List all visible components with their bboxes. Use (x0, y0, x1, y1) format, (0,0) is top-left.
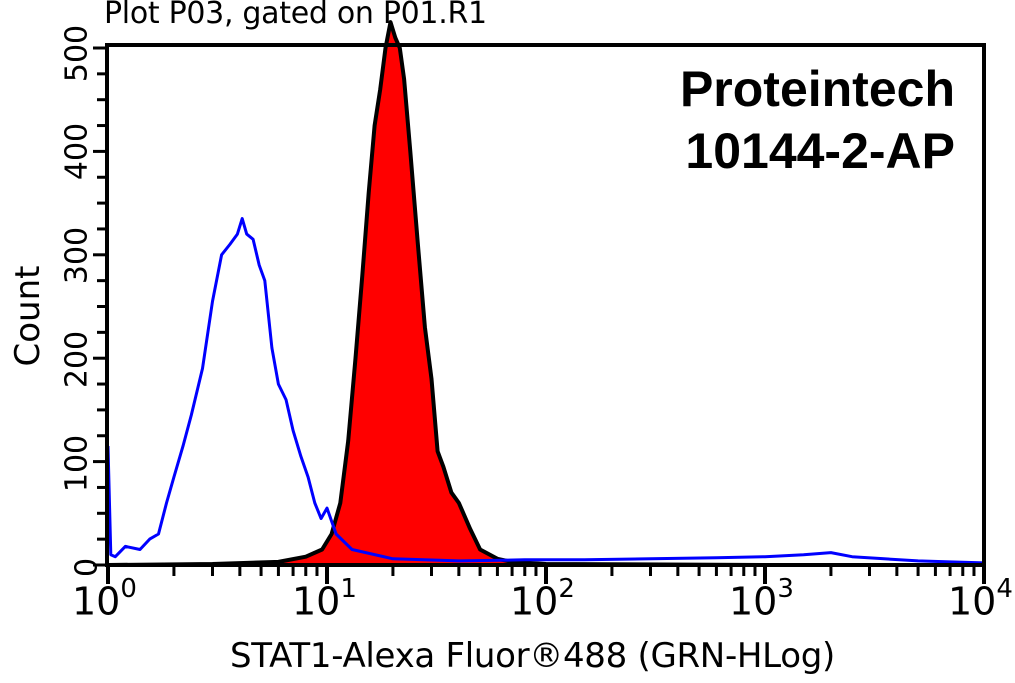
x-tick-exponent: 0 (120, 574, 137, 604)
x-tick-label-10e0: 100 (72, 574, 137, 624)
y-tick-label-300: 300 (59, 226, 95, 285)
y-tick-label-100: 100 (59, 434, 95, 493)
x-tick-base: 10 (72, 579, 121, 624)
x-axis-label: STAT1-Alexa Fluor®488 (GRN-HLog) (230, 636, 835, 676)
x-tick-exponent: 3 (777, 574, 794, 604)
x-axis-ticks (106, 565, 986, 584)
x-tick-base: 10 (510, 579, 559, 624)
brand-name: Proteintech (679, 61, 955, 117)
x-tick-label-10e1: 101 (292, 574, 357, 624)
x-tick-base: 10 (729, 579, 778, 624)
y-tick-label-200: 200 (59, 330, 95, 389)
x-tick-base: 10 (948, 579, 997, 624)
x-tick-exponent: 2 (558, 574, 575, 604)
sample-histogram-fill (106, 20, 986, 567)
y-axis-label: Count (8, 265, 48, 367)
y-tick-label-400: 400 (59, 122, 95, 181)
x-tick-label-10e4: 104 (948, 574, 1013, 624)
histogram-curves (106, 20, 986, 567)
x-tick-base: 10 (292, 579, 341, 624)
control-histogram-line (106, 217, 985, 565)
x-tick-label-10e2: 102 (510, 574, 575, 624)
plot-title: Plot P03, gated on P01.R1 (104, 0, 487, 31)
brand-annotation: Proteintech 10144-2-AP (680, 58, 955, 182)
x-tick-exponent: 1 (340, 574, 357, 604)
y-tick-label-500: 500 (59, 24, 95, 83)
x-tick-label-10e3: 103 (729, 574, 794, 624)
y-axis-ticks (93, 46, 107, 567)
catalog-number: 10144-2-AP (685, 123, 955, 179)
x-tick-exponent: 4 (996, 574, 1013, 604)
